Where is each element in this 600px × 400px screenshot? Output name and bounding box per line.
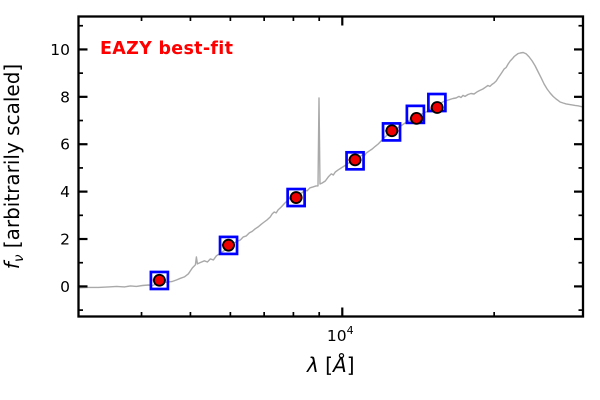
eazy-model-spectrum-curve xyxy=(78,51,584,289)
observed-photometry-point xyxy=(289,191,303,204)
observed-photometry-point xyxy=(153,273,166,287)
observed-photometry-point xyxy=(410,111,423,125)
best-fit-annotation: EAZY best-fit xyxy=(100,39,233,59)
chart-generated-content: 0 2 4 6 8 10 104 λ [Å] fν [arbitrarily scaled] xyxy=(0,15,585,377)
y-tick-label: 2 xyxy=(60,231,70,249)
y-tick-label: 8 xyxy=(60,88,70,106)
model-photometry-square xyxy=(381,122,402,142)
y-tick-label: 0 xyxy=(60,278,70,296)
model-photometry-square xyxy=(218,235,239,256)
y-axis-label: fν [arbitrarily scaled] xyxy=(0,64,27,269)
observed-photometry-point xyxy=(385,124,399,138)
axes-spines xyxy=(77,15,585,318)
x-axis-label: λ [Å] xyxy=(306,353,355,377)
y-tick-label: 6 xyxy=(60,136,70,154)
observed-photometry-point xyxy=(348,153,362,167)
observed-photometry-point xyxy=(222,238,235,252)
y-tick-label: 4 xyxy=(60,183,70,201)
x-tick-label: 104 xyxy=(327,324,354,345)
model-photometry-square xyxy=(286,187,306,208)
model-photometry-square xyxy=(149,270,170,291)
y-tick-label: 10 xyxy=(50,41,70,59)
observed-photometry-point xyxy=(430,101,444,114)
model-photometry-square xyxy=(345,150,365,171)
